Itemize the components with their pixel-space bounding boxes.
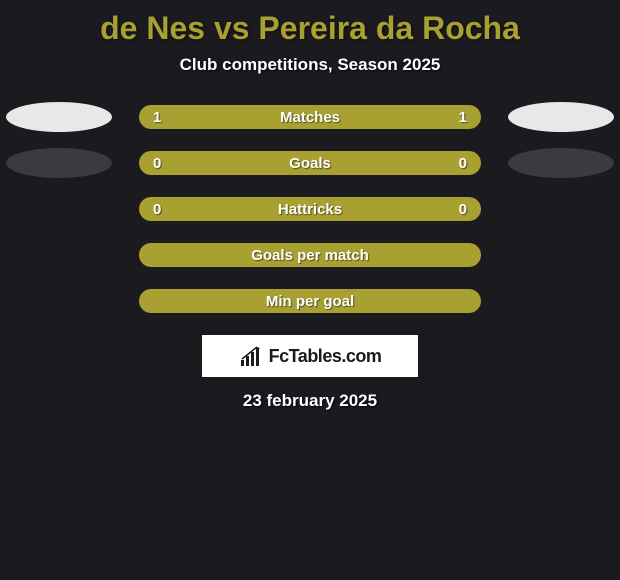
stat-row: Goals per match [0,243,620,267]
stat-label: Min per goal [266,293,354,310]
stat-left-value: 1 [153,109,161,126]
chart-icon [239,346,263,366]
stat-bar: 0 Hattricks 0 [139,197,481,221]
stat-bar: 0 Goals 0 [139,151,481,175]
player-right-marker [508,102,614,132]
date-label: 23 february 2025 [0,391,620,411]
stat-label: Hattricks [278,201,342,218]
stat-row: 1 Matches 1 [0,105,620,129]
stat-bar: Goals per match [139,243,481,267]
stat-right-value: 0 [459,155,467,172]
stat-right-value: 0 [459,201,467,218]
stat-label: Goals [289,155,331,172]
player-right-marker [508,148,614,178]
stat-bar: 1 Matches 1 [139,105,481,129]
stat-label: Matches [280,109,340,126]
player-left-marker [6,148,112,178]
logo-box: FcTables.com [202,335,418,377]
stat-left-value: 0 [153,155,161,172]
stat-row: 0 Goals 0 [0,151,620,175]
stat-left-value: 0 [153,201,161,218]
page-subtitle: Club competitions, Season 2025 [0,55,620,75]
stat-row: Min per goal [0,289,620,313]
stat-row: 0 Hattricks 0 [0,197,620,221]
stat-bar: Min per goal [139,289,481,313]
player-left-marker [6,102,112,132]
logo-text: FcTables.com [269,346,382,367]
stat-right-value: 1 [459,109,467,126]
stat-label: Goals per match [251,247,369,264]
page-title: de Nes vs Pereira da Rocha [0,0,620,55]
